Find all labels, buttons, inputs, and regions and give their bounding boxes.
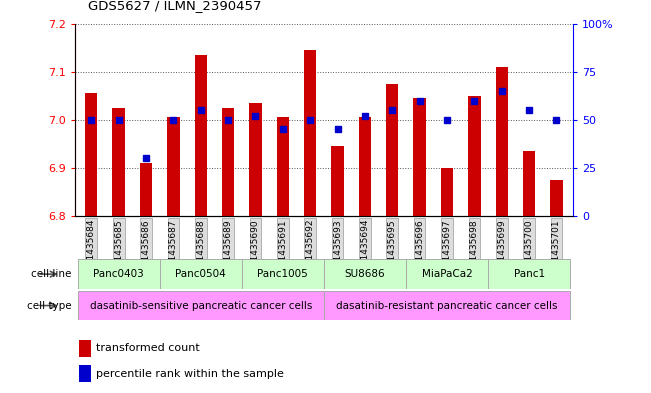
Bar	[277, 118, 289, 216]
Bar	[413, 98, 426, 216]
Text: cell line: cell line	[31, 269, 72, 279]
Text: Panc0504: Panc0504	[175, 269, 226, 279]
Bar	[304, 50, 316, 216]
Text: cell type: cell type	[27, 301, 72, 310]
Bar	[167, 118, 180, 216]
Bar	[406, 259, 488, 289]
Bar	[441, 168, 453, 216]
Bar	[488, 259, 570, 289]
Bar	[77, 259, 159, 289]
Bar	[159, 259, 242, 289]
Text: dasatinib-sensitive pancreatic cancer cells: dasatinib-sensitive pancreatic cancer ce…	[90, 301, 312, 310]
Text: GDS5627 / ILMN_2390457: GDS5627 / ILMN_2390457	[88, 0, 262, 12]
Bar	[79, 340, 91, 357]
Bar	[77, 291, 324, 320]
Bar	[222, 108, 234, 216]
Bar	[324, 259, 406, 289]
Bar	[324, 291, 570, 320]
Bar	[195, 55, 207, 216]
Bar	[386, 84, 398, 216]
Text: SU8686: SU8686	[344, 269, 385, 279]
Text: Panc1005: Panc1005	[257, 269, 308, 279]
Text: MiaPaCa2: MiaPaCa2	[422, 269, 473, 279]
Bar	[140, 163, 152, 216]
Text: dasatinib-resistant pancreatic cancer cells: dasatinib-resistant pancreatic cancer ce…	[337, 301, 558, 310]
Bar	[113, 108, 125, 216]
Bar	[242, 259, 324, 289]
Text: Panc1: Panc1	[514, 269, 545, 279]
Bar	[249, 103, 262, 216]
Text: Panc0403: Panc0403	[93, 269, 144, 279]
Text: percentile rank within the sample: percentile rank within the sample	[96, 369, 283, 379]
Text: transformed count: transformed count	[96, 343, 199, 353]
Bar	[85, 94, 98, 216]
Bar	[523, 151, 535, 216]
Bar	[79, 365, 91, 382]
Bar	[550, 180, 562, 216]
Bar	[359, 118, 371, 216]
Bar	[331, 146, 344, 216]
Bar	[495, 67, 508, 216]
Bar	[468, 96, 480, 216]
